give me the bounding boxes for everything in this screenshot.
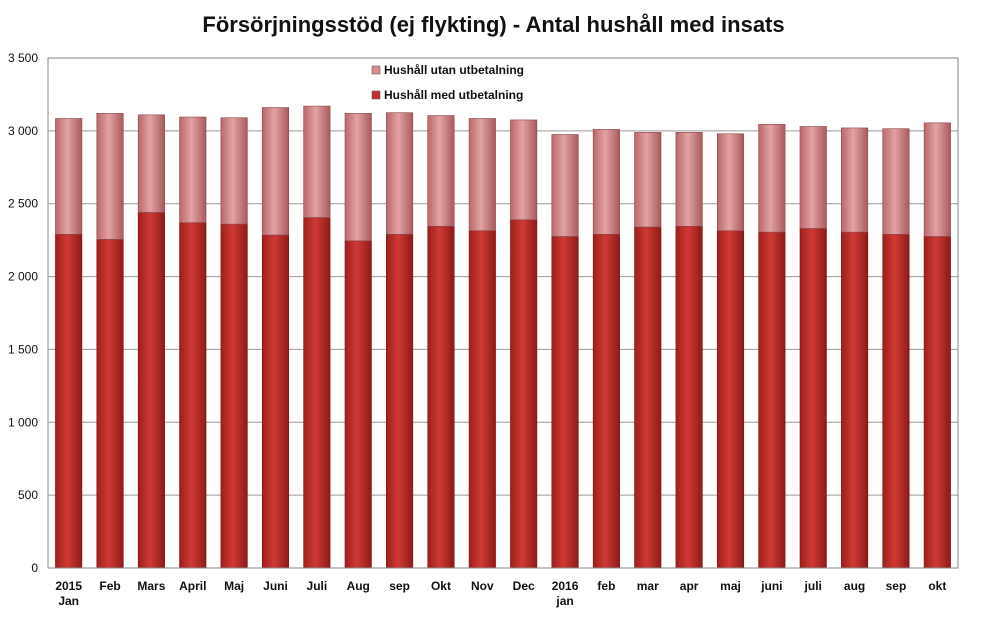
- bar-utan-utbetalning: [675, 132, 703, 227]
- x-tick-label: Feb: [99, 579, 120, 593]
- bar-med-utbetalning: [303, 217, 331, 569]
- bar-med-utbetalning: [882, 234, 910, 569]
- y-tick-label: 3 500: [8, 51, 38, 65]
- bar-med-utbetalning: [592, 234, 620, 569]
- x-tick-label: maj: [720, 579, 741, 593]
- x-tick-label: Nov: [471, 579, 494, 593]
- bar-utan-utbetalning: [303, 105, 331, 218]
- bar-med-utbetalning: [551, 236, 579, 569]
- x-tick-label: sep: [389, 579, 410, 593]
- x-tick-label: 2015: [55, 579, 82, 593]
- x-tick-label: Dec: [513, 579, 535, 593]
- bar-med-utbetalning: [716, 230, 745, 569]
- bar-med-utbetalning: [468, 230, 496, 569]
- bar-med-utbetalning: [137, 212, 165, 569]
- x-tick-label: feb: [597, 579, 615, 593]
- bar-utan-utbetalning: [799, 126, 827, 229]
- bar-utan-utbetalning: [592, 129, 620, 235]
- bar-utan-utbetalning: [510, 119, 538, 221]
- bar-med-utbetalning: [675, 226, 703, 569]
- bar-utan-utbetalning: [758, 124, 786, 233]
- x-tick-label: Mars: [137, 579, 165, 593]
- x-tick-label: juli: [804, 579, 822, 593]
- bar-utan-utbetalning: [841, 127, 869, 233]
- y-tick-label: 2 000: [8, 270, 38, 284]
- plot-border: [47, 57, 959, 569]
- bar-utan-utbetalning: [923, 122, 951, 237]
- x-tick-label: April: [179, 579, 206, 593]
- bar-med-utbetalning: [386, 234, 414, 569]
- x-tick-label: juni: [760, 579, 782, 593]
- bar-utan-utbetalning: [551, 134, 579, 237]
- legend-swatch: [371, 90, 381, 100]
- x-tick-label: Juni: [263, 579, 288, 593]
- bar-med-utbetalning: [758, 231, 786, 569]
- bar-utan-utbetalning: [344, 113, 372, 242]
- x-tick-label: Juli: [307, 579, 328, 593]
- bar-utan-utbetalning: [179, 116, 207, 223]
- x-tick-label: okt: [928, 579, 946, 593]
- bar-med-utbetalning: [220, 223, 248, 569]
- y-tick-label: 1 000: [8, 415, 38, 429]
- x-tick-label: sep: [886, 579, 907, 593]
- x-tick-label: mar: [637, 579, 659, 593]
- bar-utan-utbetalning: [137, 114, 165, 213]
- legend-label: Hushåll med utbetalning: [384, 88, 523, 102]
- x-tick-label: jan: [555, 594, 573, 608]
- y-tick-label: 500: [18, 488, 38, 502]
- y-tick-label: 3 000: [8, 124, 38, 138]
- x-tick-label: aug: [844, 579, 865, 593]
- bar-med-utbetalning: [344, 240, 372, 569]
- legend-label: Hushåll utan utbetalning: [384, 63, 524, 77]
- legend-swatch: [371, 65, 381, 75]
- bar-utan-utbetalning: [882, 128, 910, 235]
- y-tick-label: 1 500: [8, 342, 38, 356]
- bar-utan-utbetalning: [716, 133, 745, 231]
- bar-med-utbetalning: [427, 226, 455, 569]
- bar-med-utbetalning: [841, 231, 869, 569]
- bar-utan-utbetalning: [427, 115, 455, 227]
- bar-utan-utbetalning: [634, 132, 662, 228]
- bar-utan-utbetalning: [261, 107, 290, 236]
- x-tick-label: Jan: [58, 594, 79, 608]
- bar-utan-utbetalning: [96, 113, 124, 240]
- chart-title: Försörjningsstöd (ej flykting) - Antal h…: [202, 12, 785, 37]
- y-tick-label: 2 500: [8, 197, 38, 211]
- x-tick-label: Okt: [431, 579, 451, 593]
- bar-med-utbetalning: [55, 234, 83, 569]
- bar-med-utbetalning: [510, 219, 538, 569]
- bar-med-utbetalning: [923, 236, 951, 569]
- x-tick-label: 2016: [552, 579, 579, 593]
- y-tick-label: 0: [31, 561, 38, 575]
- bar-utan-utbetalning: [386, 112, 414, 235]
- bar-med-utbetalning: [634, 226, 662, 569]
- bar-utan-utbetalning: [220, 117, 248, 225]
- bar-utan-utbetalning: [468, 118, 496, 231]
- bar-med-utbetalning: [799, 228, 827, 569]
- x-tick-label: Aug: [347, 579, 370, 593]
- bar-utan-utbetalning: [55, 118, 83, 235]
- x-tick-label: apr: [680, 579, 699, 593]
- bar-med-utbetalning: [261, 234, 290, 569]
- bar-med-utbetalning: [96, 239, 124, 569]
- x-tick-label: Maj: [224, 579, 244, 593]
- bar-med-utbetalning: [179, 222, 207, 569]
